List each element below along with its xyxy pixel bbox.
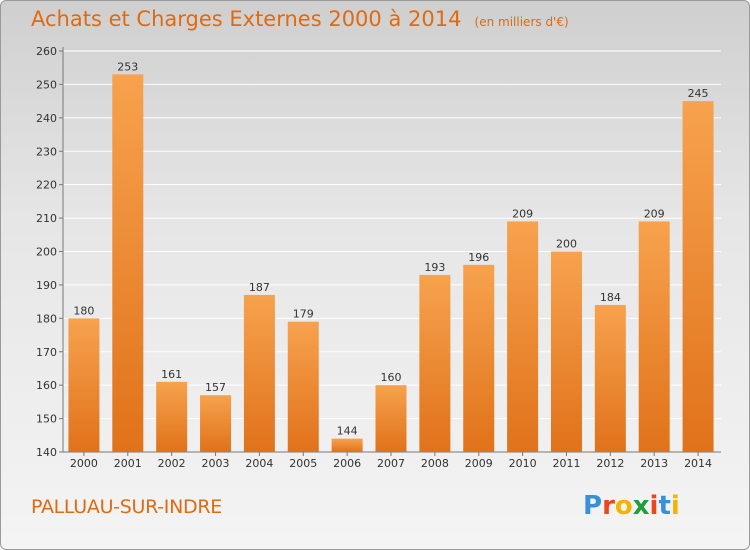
bar [594, 304, 626, 452]
bar [463, 264, 495, 452]
x-tick-label: 2005 [289, 457, 317, 470]
x-tick-label: 2013 [640, 457, 668, 470]
bar [68, 318, 100, 452]
bar [200, 395, 232, 452]
bar [243, 294, 275, 452]
x-tick-label: 2012 [596, 457, 624, 470]
data-label: 144 [337, 425, 358, 438]
bar [550, 251, 582, 452]
x-tick-label: 2006 [333, 457, 361, 470]
x-tick-label: 2010 [509, 457, 537, 470]
labels-layer: 140 150 160 170 180 190 200 210 220 230 240 250 260 1… [36, 45, 712, 470]
y-tick-label: 180 [36, 312, 57, 325]
data-label: 209 [644, 207, 665, 220]
logo-letter: r [602, 491, 615, 521]
bar [331, 438, 363, 452]
chart-title: Achats et Charges Externes 2000 à 2014 [31, 7, 462, 31]
logo-letter: x [632, 491, 650, 521]
chart-subtitle: (en milliers d'€) [474, 15, 569, 29]
logo-letter: t [658, 491, 671, 521]
y-tick-label: 240 [36, 112, 57, 125]
data-label: 157 [205, 381, 226, 394]
x-tick-label: 2014 [684, 457, 712, 470]
data-label: 200 [556, 238, 577, 251]
y-tick-label: 230 [36, 145, 57, 158]
data-label: 161 [161, 368, 182, 381]
logo-letter: i [670, 491, 680, 521]
data-label: 253 [117, 60, 138, 73]
y-tick-label: 170 [36, 346, 57, 359]
y-tick-label: 140 [36, 446, 57, 459]
y-tick-label: 250 [36, 78, 57, 91]
x-tick-label: 2004 [245, 457, 273, 470]
y-tick-label: 190 [36, 279, 57, 292]
bar [156, 381, 188, 452]
y-tick-label: 260 [36, 45, 57, 58]
data-label: 187 [249, 281, 270, 294]
bar [638, 221, 670, 452]
title-row: Achats et Charges Externes 2000 à 2014 (… [31, 7, 569, 31]
data-label: 180 [73, 304, 94, 317]
data-label: 193 [424, 261, 445, 274]
x-tick-label: 2003 [202, 457, 230, 470]
x-tick-label: 2009 [465, 457, 493, 470]
data-label: 160 [381, 371, 402, 384]
y-tick-label: 150 [36, 413, 57, 426]
data-label: 196 [468, 251, 489, 264]
location-label: PALLUAU-SUR-INDRE [31, 496, 222, 518]
bar [682, 101, 714, 452]
y-tick-label: 200 [36, 246, 57, 259]
x-tick-label: 2002 [158, 457, 186, 470]
bars-layer [68, 74, 714, 453]
data-label: 245 [688, 87, 709, 100]
logo-letter: P [583, 491, 603, 521]
y-tick-label: 210 [36, 212, 57, 225]
logo-letter: o [614, 491, 633, 521]
y-tick-label: 160 [36, 379, 57, 392]
x-tick-label: 2011 [552, 457, 580, 470]
bar [419, 274, 451, 452]
x-tick-label: 2008 [421, 457, 449, 470]
x-tick-label: 2007 [377, 457, 405, 470]
data-label: 179 [293, 308, 314, 321]
proxiti-logo: Proxiti [583, 491, 680, 521]
data-label: 184 [600, 291, 621, 304]
bar [112, 74, 144, 453]
data-label: 209 [512, 207, 533, 220]
y-tick-label: 220 [36, 179, 57, 192]
x-tick-label: 2000 [70, 457, 98, 470]
bar [375, 385, 407, 452]
logo-letter: i [649, 491, 659, 521]
x-tick-label: 2001 [114, 457, 142, 470]
bar [287, 321, 319, 452]
bar [507, 221, 539, 452]
